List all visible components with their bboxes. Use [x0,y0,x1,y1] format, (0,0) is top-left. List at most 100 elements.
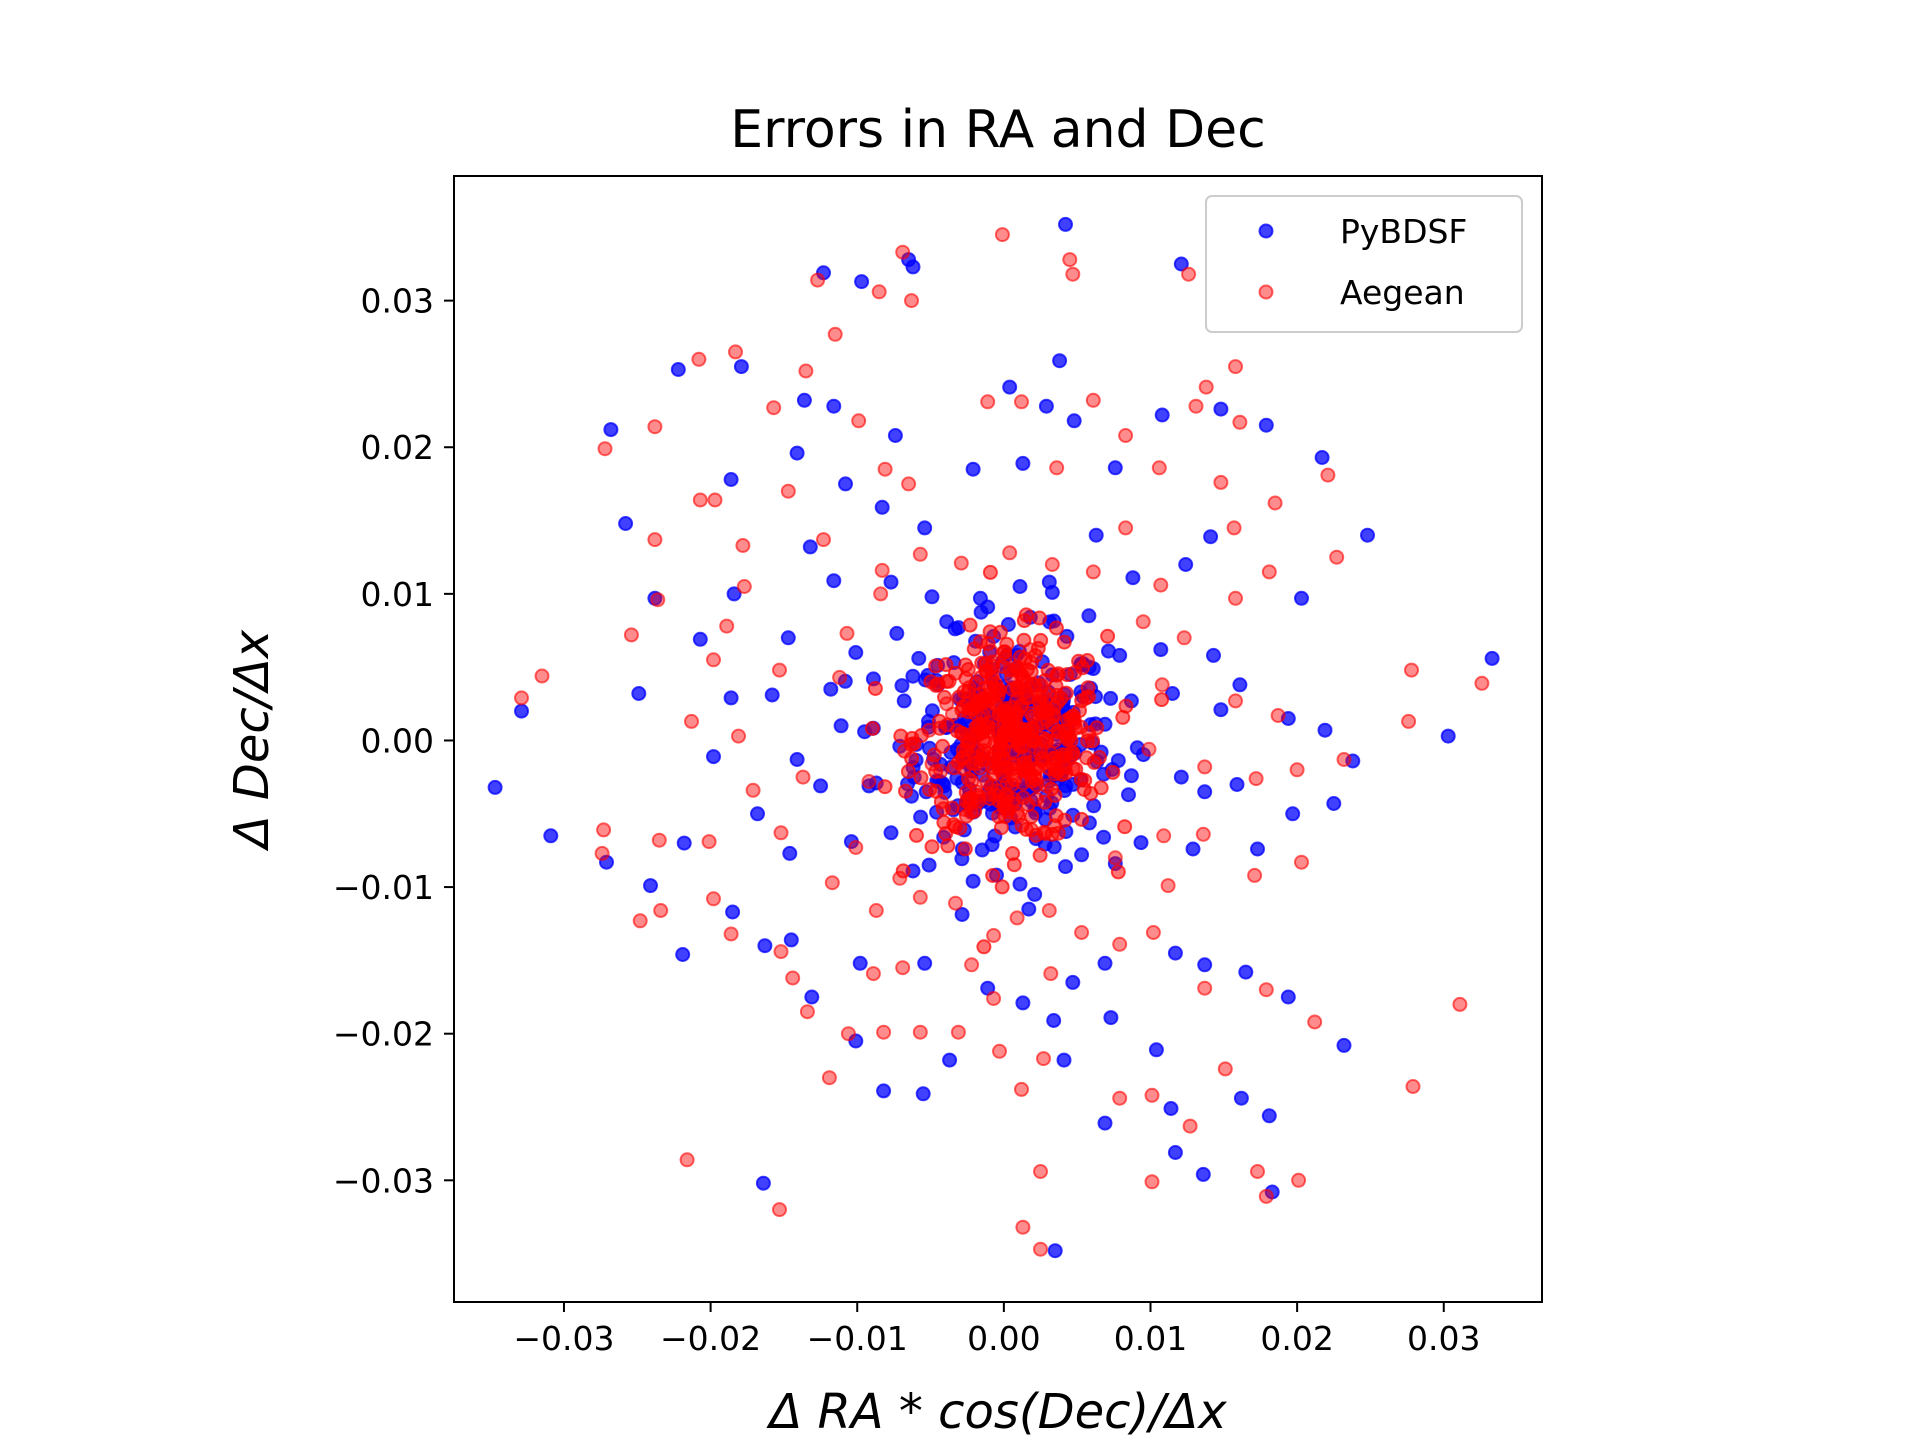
point-pybdsf-9 [603,422,619,438]
point-pybdsf-27 [965,461,981,477]
point-aegean-core-417 [1049,687,1065,703]
point-aegean-136 [874,562,890,578]
point-pybdsf-104 [1233,1090,1249,1106]
point-aegean-core-242 [976,939,992,955]
point-aegean-core-137 [966,641,982,657]
point-aegean-99 [821,1070,837,1086]
x-tick-label: 0.00 [967,1319,1040,1358]
point-pybdsf-8 [1052,353,1068,369]
point-aegean-109 [1182,1118,1198,1134]
point-aegean-132 [1044,557,1060,572]
legend-label-pybdsf: PyBDSF [1340,212,1467,251]
plot-border [453,175,1543,1303]
point-aegean-core-9 [957,841,973,857]
point-pybdsf-24 [838,476,853,492]
point-aegean-137 [839,625,855,641]
point-aegean-core-327 [1004,681,1020,697]
point-aegean-core-382 [980,715,995,731]
point-aegean-core-107 [958,657,974,673]
point-aegean-125 [868,903,884,918]
point-pybdsf-38 [1125,570,1141,586]
points-layer [487,216,1500,1259]
point-aegean-core-322 [1033,744,1049,760]
point-aegean-9 [728,344,743,360]
point-pybdsf-89 [1167,945,1183,961]
point-pybdsf-26 [917,520,933,536]
point-aegean-51 [772,662,787,678]
point-aegean-core-22 [926,747,942,763]
point-aegean-core-347 [1023,664,1039,680]
point-pybdsf-69 [750,806,765,822]
point-aegean-core-138 [877,779,893,795]
point-pybdsf-core-262 [954,907,970,922]
point-pybdsf-101 [1163,1101,1179,1116]
legend-box [1205,195,1523,333]
legend-label-aegean: Aegean [1340,273,1465,312]
point-aegean-58 [1474,675,1490,691]
point-pybdsf-14 [1038,398,1054,414]
point-pybdsf-136 [1081,608,1097,624]
point-pybdsf-94 [675,947,691,962]
point-pybdsf-75 [1185,841,1201,857]
y-tick-label: 0.03 [361,282,434,321]
point-aegean-core-401 [1016,763,1032,779]
point-pybdsf-142 [1058,859,1073,875]
point-aegean-69 [594,845,610,861]
point-pybdsf-154 [1165,686,1180,701]
point-pybdsf-62 [1197,784,1213,800]
point-pybdsf-83 [852,955,868,971]
point-aegean-18 [980,394,996,410]
point-aegean-core-34 [1110,864,1126,880]
point-pybdsf-144 [965,873,981,889]
point-aegean-core-316 [1093,780,1109,796]
point-aegean-126 [848,840,864,855]
point-aegean-24 [692,492,708,508]
legend: PyBDSF Aegean [1205,195,1523,333]
point-aegean-core-309 [1023,705,1039,721]
point-pybdsf-113 [1021,901,1037,917]
point-aegean-core-414 [1015,790,1031,805]
point-aegean-core-5 [985,868,1001,883]
point-aegean-core-408 [1006,714,1021,730]
point-pybdsf-63 [1229,777,1245,792]
point-aegean-27 [877,461,893,477]
point-aegean-core-290 [958,794,974,809]
point-pybdsf-25 [874,499,890,515]
x-axis: −0.03 −0.02 −0.01 0.00 0.01 0.02 0.03 [513,1302,1480,1358]
point-pybdsf-153 [813,778,829,794]
y-tick-label: −0.01 [333,868,434,907]
point-pybdsf-82 [804,989,820,1005]
point-pybdsf-53 [1213,702,1229,718]
point-aegean-core-208 [913,770,929,786]
point-aegean-106 [1036,1051,1051,1067]
point-aegean-23 [1232,414,1248,430]
point-pybdsf-130 [896,693,912,709]
point-aegean-core-412 [900,764,916,779]
point-aegean-80 [653,903,669,918]
point-aegean-79 [632,913,648,929]
point-aegean-core-238 [1006,857,1022,873]
point-pybdsf-41 [692,631,708,647]
point-pybdsf-100 [1097,1115,1113,1131]
point-aegean-47 [534,668,550,684]
point-pybdsf-16 [1154,407,1170,423]
point-pybdsf-51 [764,687,780,703]
point-aegean-76 [1195,826,1211,842]
point-aegean-83 [773,944,789,960]
point-aegean-75 [1107,850,1123,866]
point-pybdsf-87 [1046,1013,1062,1028]
point-aegean-113 [1291,1172,1307,1188]
point-aegean-49 [684,713,699,729]
point-aegean-59 [731,728,746,744]
y-tick-label: 0.00 [361,721,434,760]
point-pybdsf-3 [854,274,870,290]
point-pybdsf-5 [905,259,921,275]
point-pybdsf-98 [942,1052,958,1068]
point-aegean-25 [707,492,723,508]
point-pybdsf-55 [1317,722,1333,738]
point-pybdsf-21 [618,516,634,531]
point-aegean-core-295 [1002,662,1018,678]
point-aegean-core-388 [954,750,970,766]
point-aegean-73 [824,875,840,891]
